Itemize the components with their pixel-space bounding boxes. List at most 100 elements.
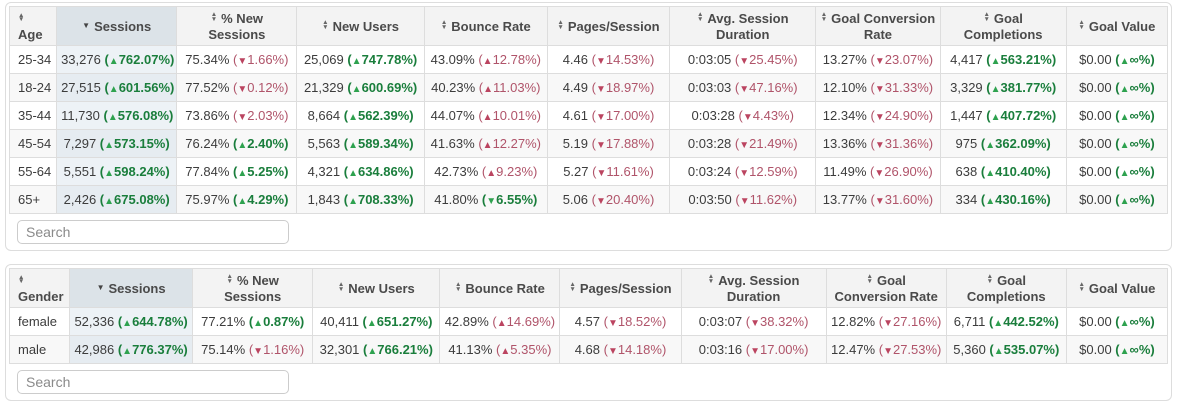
column-header-new-users[interactable]: ▲ ▼ New Users [296,5,425,47]
metric-value: 13.77% [822,192,867,208]
metric-cell: 0:03:05 (▼25.45%) [669,45,817,75]
table-row: 65+ 2,426 (▲675.08%) 75.97% (▲4.29%) 1,843 … [8,185,1169,215]
column-header-sessions[interactable]: ▼ Sessions [69,268,194,309]
metric-cell: 32,301 (▲766.21%) [312,335,441,365]
metric-change: (▲634.86%) [340,164,414,180]
trend-up-icon: ▲ [993,318,1004,330]
trend-up-icon: ▲ [1119,84,1130,96]
metric-cell: 77.52% (▼0.12%) [176,73,298,103]
metric-change: (▲10.01%) [474,108,541,124]
metric-cell: 27,515 (▲601.56%) [56,73,178,103]
column-header-avg-session-duration[interactable]: ▲ ▼ Avg. Session Duration [669,5,817,47]
metric-cell: 8,664 (▲562.39%) [296,101,425,131]
metric-change: (▲9.23%) [478,164,538,180]
age-table-search-input[interactable] [17,220,289,245]
gender-table-body: female 52,336 (▲644.78%) 77.21% (▲0.87%) 40… [8,307,1169,365]
trend-down-icon: ▼ [739,84,750,96]
trend-down-icon: ▼ [739,56,750,68]
metric-change: (▲4.29%) [229,192,289,208]
sort-both-icon: ▲ ▼ [707,273,715,285]
column-header-new-sessions[interactable]: ▲ ▼% New Sessions [176,5,298,47]
column-header-new-sessions[interactable]: ▲ ▼% New Sessions [192,268,314,309]
row-key-cell: 18-24 [8,73,58,103]
sort-both-icon: ▲ ▼ [18,273,25,286]
gender-table-panel: ▲ ▼ Gender ▼ Sessions ▲ ▼% New Sessions ▲ ▼ New U… [5,264,1172,402]
column-header-goal-conversion-rate[interactable]: ▲ ▼ Goal Conversion Rate [815,5,941,47]
metric-value: 13.27% [822,52,867,68]
metric-change: (▲∞%) [1111,52,1155,68]
trend-up-icon: ▲ [1119,56,1130,68]
metric-cell: $0.00 (▲∞%) [1065,101,1169,131]
metric-value: 5.27 [563,164,589,180]
metric-value: 1,447 [950,108,983,124]
metric-cell: 334 (▲430.16%) [939,185,1067,215]
metric-change: (▼12.59%) [731,164,798,180]
metric-value: 5,360 [953,342,986,358]
trend-up-icon: ▲ [237,168,248,180]
trend-down-icon: ▼ [750,346,760,358]
metric-change: (▲410.40%) [977,164,1051,180]
metric-value: 6,711 [953,314,986,330]
gender-table-search-input[interactable] [17,370,289,395]
sort-desc-icon: ▼ [96,283,105,293]
column-header-bounce-rate[interactable]: ▲ ▼ Bounce Rate [423,5,548,47]
metric-value: 11.49% [823,164,867,180]
column-header-pages-session[interactable]: ▲ ▼ Pages/Session [559,268,682,309]
column-header-goal-completions[interactable]: ▲ ▼ Goal Completions [939,5,1067,47]
column-header-goal-conversion-rate[interactable]: ▲ ▼ Goal Conversion Rate [825,268,947,309]
metric-cell: 12.47% (▼27.53%) [825,335,947,365]
metric-cell: 25,069 (▲747.78%) [296,45,425,75]
sort-desc-icon: ▼ [82,21,91,31]
trend-up-icon: ▲ [985,168,996,180]
column-header-bounce-rate[interactable]: ▲ ▼ Bounce Rate [439,268,561,309]
column-header-goal-completions[interactable]: ▲ ▼ Goal Completions [945,268,1067,309]
metric-change: (▼31.36%) [866,136,934,152]
metric-change: (▲598.24%) [96,164,170,180]
column-header-new-users[interactable]: ▲ ▼ New Users [312,268,441,309]
metric-cell: 33,276 (▲762.07%) [56,45,178,75]
sort-both-icon: ▲ ▼ [1078,281,1085,293]
column-header-gender[interactable]: ▲ ▼ Gender [8,268,71,309]
table-row: male 42,986 (▲776.37%) 75.14% (▼1.16%) 32,3… [8,335,1169,365]
sort-both-icon: ▲ ▼ [18,11,25,24]
metric-change: (▼6.55%) [478,192,538,208]
age-table-panel: ▲ ▼ Age ▼ Sessions ▲ ▼% New Sessions ▲ ▼ New User… [5,2,1172,252]
trend-down-icon: ▼ [607,318,618,330]
column-header-goal-value[interactable]: ▲ ▼ Goal Value [1065,5,1169,47]
trend-up-icon: ▲ [482,112,493,124]
trend-down-icon: ▼ [595,56,606,68]
metric-value: 5.06 [562,192,589,208]
metric-value: 42,986 [74,342,115,358]
column-header-sessions[interactable]: ▼ Sessions [56,5,178,47]
sort-both-icon: ▲ ▼ [337,281,345,293]
metric-value: 5.19 [562,136,589,152]
column-header-label: Pages/Session [567,19,660,35]
column-header-pages-session[interactable]: ▲ ▼ Pages/Session [546,5,671,47]
metric-cell: 43.09% (▲12.78%) [423,45,548,75]
trend-up-icon: ▲ [367,346,378,358]
metric-value: 5,551 [63,164,97,180]
column-header-avg-session-duration[interactable]: ▲ ▼ Avg. Session Duration [680,268,827,309]
column-header-age[interactable]: ▲ ▼ Age [8,5,58,47]
metric-cell: 6,711 (▲442.52%) [945,307,1067,337]
metric-value: 0:03:16 [698,342,743,358]
metric-cell: 75.97% (▲4.29%) [176,185,298,215]
metric-cell: 0:03:28 (▼4.43%) [669,101,817,131]
metric-value: 12.34% [822,108,867,124]
metric-cell: 975 (▲362.09%) [939,129,1067,159]
metric-value: 77.84% [185,164,230,180]
metric-change: (▼47.16%) [731,80,798,96]
metric-change: (▼14.53%) [588,52,655,68]
metric-value: 4.46 [562,52,589,68]
trend-down-icon: ▼ [595,196,606,208]
column-header-goal-value[interactable]: ▲ ▼ Goal Value [1065,268,1169,309]
trend-down-icon: ▼ [739,168,750,180]
column-header-label: Age [18,26,43,42]
metric-cell: 638 (▲410.40%) [939,157,1067,187]
metric-value: $0.00 [1079,314,1112,330]
metric-cell: 4,321 (▲634.86%) [296,157,425,187]
metric-change: (▲430.16%) [977,192,1051,208]
trend-up-icon: ▲ [1119,196,1130,208]
trend-down-icon: ▼ [742,112,753,124]
sort-both-icon: ▲ ▼ [986,273,994,285]
